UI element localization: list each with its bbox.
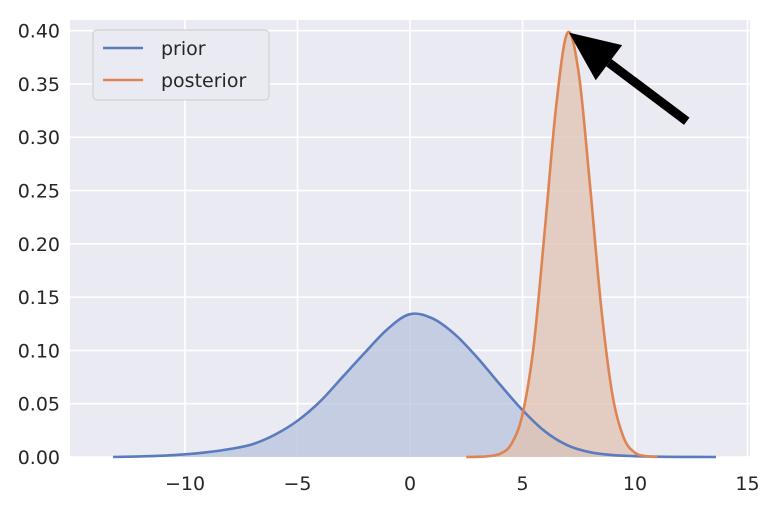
y-tick-label: 0.40 xyxy=(18,21,60,43)
line-prior xyxy=(112,312,717,459)
y-tick-label: 0.25 xyxy=(18,181,60,203)
y-tick-label: 0.00 xyxy=(18,447,60,469)
y-tick-label: 0.05 xyxy=(18,394,60,416)
x-tick-label: −5 xyxy=(283,473,311,495)
x-tick-label: 10 xyxy=(623,473,647,495)
x-axis-ticks: −10 −5 0 5 10 15 xyxy=(165,473,760,495)
density-areas xyxy=(113,31,716,457)
arrow-head xyxy=(569,32,623,81)
legend-label-posterior: posterior xyxy=(161,70,246,92)
arrow-shaft xyxy=(606,59,690,125)
y-tick-label: 0.20 xyxy=(18,234,60,256)
x-tick-label: 15 xyxy=(735,473,759,495)
grid-lines xyxy=(70,20,750,458)
line-posterior xyxy=(466,30,658,459)
x-tick-label: −10 xyxy=(165,473,205,495)
y-tick-label: 0.10 xyxy=(18,340,60,362)
y-tick-label: 0.15 xyxy=(18,287,60,309)
area-prior xyxy=(113,313,716,457)
area-posterior xyxy=(466,31,658,457)
y-tick-label: 0.30 xyxy=(18,127,60,149)
x-tick-label: 5 xyxy=(516,473,528,495)
density-lines xyxy=(112,30,717,459)
y-tick-label: 0.35 xyxy=(18,74,60,96)
annotation-arrow xyxy=(569,32,690,125)
legend: prior posterior xyxy=(92,29,270,101)
y-axis-ticks: 0.00 0.05 0.10 0.15 0.20 0.25 0.30 0.35 0.40 xyxy=(18,21,60,469)
x-tick-label: 0 xyxy=(404,473,416,495)
legend-label-prior: prior xyxy=(161,38,206,60)
